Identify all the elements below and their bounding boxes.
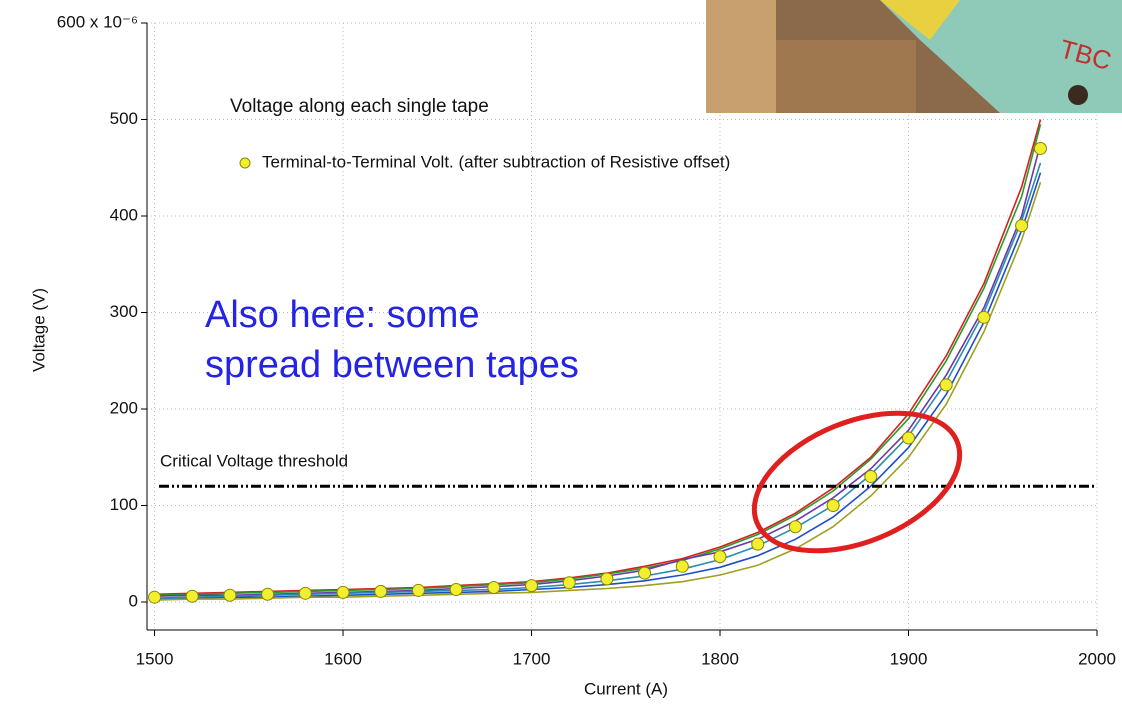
x-tick-label: 1600: [324, 649, 362, 668]
data-point: [261, 587, 275, 601]
data-point: [223, 588, 237, 602]
x-axis-label: Current (A): [584, 679, 668, 698]
x-tick-label: 1800: [701, 649, 739, 668]
data-point: [826, 499, 840, 513]
data-point: [185, 589, 199, 603]
data-point: [562, 576, 576, 590]
y-tick-label: 400: [110, 205, 138, 224]
data-point: [977, 310, 991, 324]
highlight-ellipse: [751, 410, 963, 554]
threshold-label: Critical Voltage threshold: [160, 452, 348, 471]
data-point: [487, 581, 501, 595]
y-tick-label: 600 x 10⁻⁶: [57, 12, 138, 31]
data-point: [411, 583, 425, 597]
y-tick-label: 300: [110, 302, 138, 321]
photo-inset: TBC: [706, 0, 1122, 113]
data-point: [148, 590, 162, 604]
data-point: [864, 470, 878, 484]
data-point: [525, 579, 539, 593]
data-point: [600, 572, 614, 586]
data-point: [939, 378, 953, 392]
legend-marker: [239, 157, 251, 169]
data-point: [713, 550, 727, 564]
x-tick-label: 1500: [136, 649, 174, 668]
data-point: [638, 566, 652, 580]
annotation: spread between tapes: [205, 344, 579, 386]
data-point: [1015, 219, 1029, 233]
data-point: [374, 584, 388, 598]
data-point: [298, 586, 312, 600]
legend-label: Terminal-to-Terminal Volt. (after subtra…: [262, 152, 730, 171]
x-tick-label: 2000: [1078, 649, 1116, 668]
data-point: [788, 520, 802, 534]
x-tick-label: 1900: [890, 649, 928, 668]
y-tick-label: 100: [110, 495, 138, 514]
data-point: [336, 585, 350, 599]
x-tick-label: 1700: [513, 649, 551, 668]
data-point: [449, 582, 463, 596]
data-point: [751, 537, 765, 551]
data-point: [675, 559, 689, 573]
data-point: [1033, 141, 1047, 155]
data-point: [902, 431, 916, 445]
tape-line: [154, 181, 1042, 601]
y-tick-label: 0: [129, 591, 138, 610]
y-axis-label: Voltage (V): [29, 288, 48, 372]
legend-title: Voltage along each single tape: [230, 96, 489, 117]
y-tick-label: 500: [110, 109, 138, 128]
y-tick-label: 200: [110, 398, 138, 417]
annotation: Also here: some: [205, 294, 480, 336]
